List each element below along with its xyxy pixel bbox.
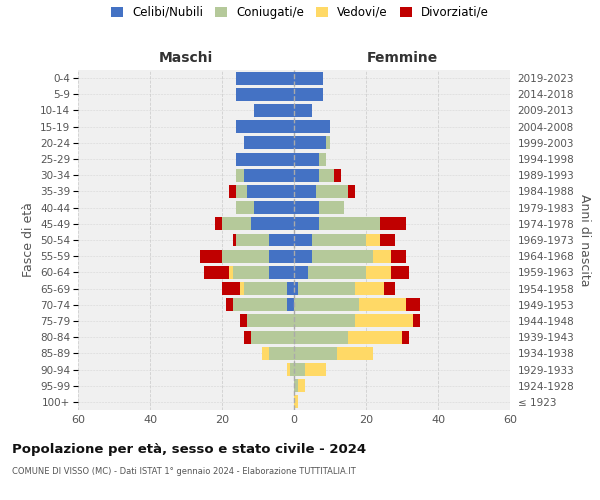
- Bar: [294, 88, 323, 101]
- Bar: [269, 250, 294, 262]
- Bar: [204, 266, 229, 279]
- Bar: [348, 330, 402, 344]
- Bar: [222, 250, 269, 262]
- Bar: [236, 234, 269, 246]
- Text: Maschi: Maschi: [159, 51, 213, 65]
- Text: Femmine: Femmine: [367, 51, 437, 65]
- Bar: [355, 314, 413, 328]
- Bar: [236, 88, 294, 101]
- Bar: [366, 266, 391, 279]
- Bar: [236, 201, 254, 214]
- Bar: [229, 185, 236, 198]
- Bar: [294, 347, 337, 360]
- Bar: [244, 169, 294, 181]
- Bar: [294, 218, 319, 230]
- Bar: [269, 266, 294, 279]
- Bar: [222, 282, 240, 295]
- Bar: [384, 282, 395, 295]
- Bar: [236, 169, 244, 181]
- Bar: [233, 266, 269, 279]
- Bar: [287, 298, 294, 311]
- Bar: [294, 201, 319, 214]
- Bar: [200, 250, 222, 262]
- Bar: [391, 266, 409, 279]
- Bar: [319, 218, 380, 230]
- Bar: [294, 266, 308, 279]
- Bar: [337, 347, 373, 360]
- Bar: [229, 266, 233, 279]
- Text: Popolazione per età, sesso e stato civile - 2024: Popolazione per età, sesso e stato civil…: [12, 442, 366, 456]
- Bar: [305, 363, 326, 376]
- Bar: [254, 201, 294, 214]
- Bar: [294, 136, 326, 149]
- Bar: [269, 347, 294, 360]
- Bar: [294, 298, 359, 311]
- Bar: [326, 136, 330, 149]
- Text: COMUNE DI VISSO (MC) - Dati ISTAT 1° gennaio 2024 - Elaborazione TUTTITALIA.IT: COMUNE DI VISSO (MC) - Dati ISTAT 1° gen…: [12, 468, 356, 476]
- Bar: [312, 250, 373, 262]
- Bar: [294, 169, 319, 181]
- Bar: [348, 185, 355, 198]
- Bar: [236, 72, 294, 85]
- Bar: [294, 250, 312, 262]
- Bar: [294, 282, 298, 295]
- Bar: [287, 363, 290, 376]
- Bar: [294, 363, 305, 376]
- Bar: [312, 234, 366, 246]
- Bar: [222, 218, 251, 230]
- Bar: [233, 298, 287, 311]
- Bar: [287, 282, 294, 295]
- Bar: [294, 104, 312, 117]
- Bar: [308, 266, 366, 279]
- Bar: [298, 282, 355, 295]
- Bar: [316, 185, 348, 198]
- Bar: [294, 330, 348, 344]
- Bar: [240, 314, 247, 328]
- Bar: [294, 120, 330, 133]
- Bar: [380, 234, 395, 246]
- Y-axis label: Fasce di età: Fasce di età: [22, 202, 35, 278]
- Bar: [294, 234, 312, 246]
- Bar: [226, 298, 233, 311]
- Bar: [366, 234, 380, 246]
- Bar: [334, 169, 341, 181]
- Bar: [319, 201, 344, 214]
- Bar: [244, 282, 287, 295]
- Bar: [294, 72, 323, 85]
- Bar: [294, 185, 316, 198]
- Bar: [251, 218, 294, 230]
- Bar: [215, 218, 222, 230]
- Bar: [298, 379, 305, 392]
- Bar: [373, 250, 391, 262]
- Bar: [233, 234, 236, 246]
- Bar: [236, 152, 294, 166]
- Bar: [244, 330, 251, 344]
- Bar: [406, 298, 420, 311]
- Bar: [244, 136, 294, 149]
- Bar: [359, 298, 406, 311]
- Legend: Celibi/Nubili, Coniugati/e, Vedovi/e, Divorziati/e: Celibi/Nubili, Coniugati/e, Vedovi/e, Di…: [111, 6, 489, 19]
- Bar: [262, 347, 269, 360]
- Bar: [290, 363, 294, 376]
- Bar: [294, 379, 298, 392]
- Bar: [240, 282, 244, 295]
- Bar: [402, 330, 409, 344]
- Bar: [247, 185, 294, 198]
- Bar: [294, 152, 319, 166]
- Bar: [236, 185, 247, 198]
- Bar: [236, 120, 294, 133]
- Bar: [294, 314, 355, 328]
- Bar: [269, 234, 294, 246]
- Bar: [247, 314, 294, 328]
- Bar: [380, 218, 406, 230]
- Bar: [413, 314, 420, 328]
- Bar: [294, 396, 298, 408]
- Bar: [355, 282, 384, 295]
- Bar: [391, 250, 406, 262]
- Bar: [254, 104, 294, 117]
- Bar: [319, 169, 334, 181]
- Y-axis label: Anni di nascita: Anni di nascita: [578, 194, 591, 286]
- Bar: [319, 152, 326, 166]
- Bar: [251, 330, 294, 344]
